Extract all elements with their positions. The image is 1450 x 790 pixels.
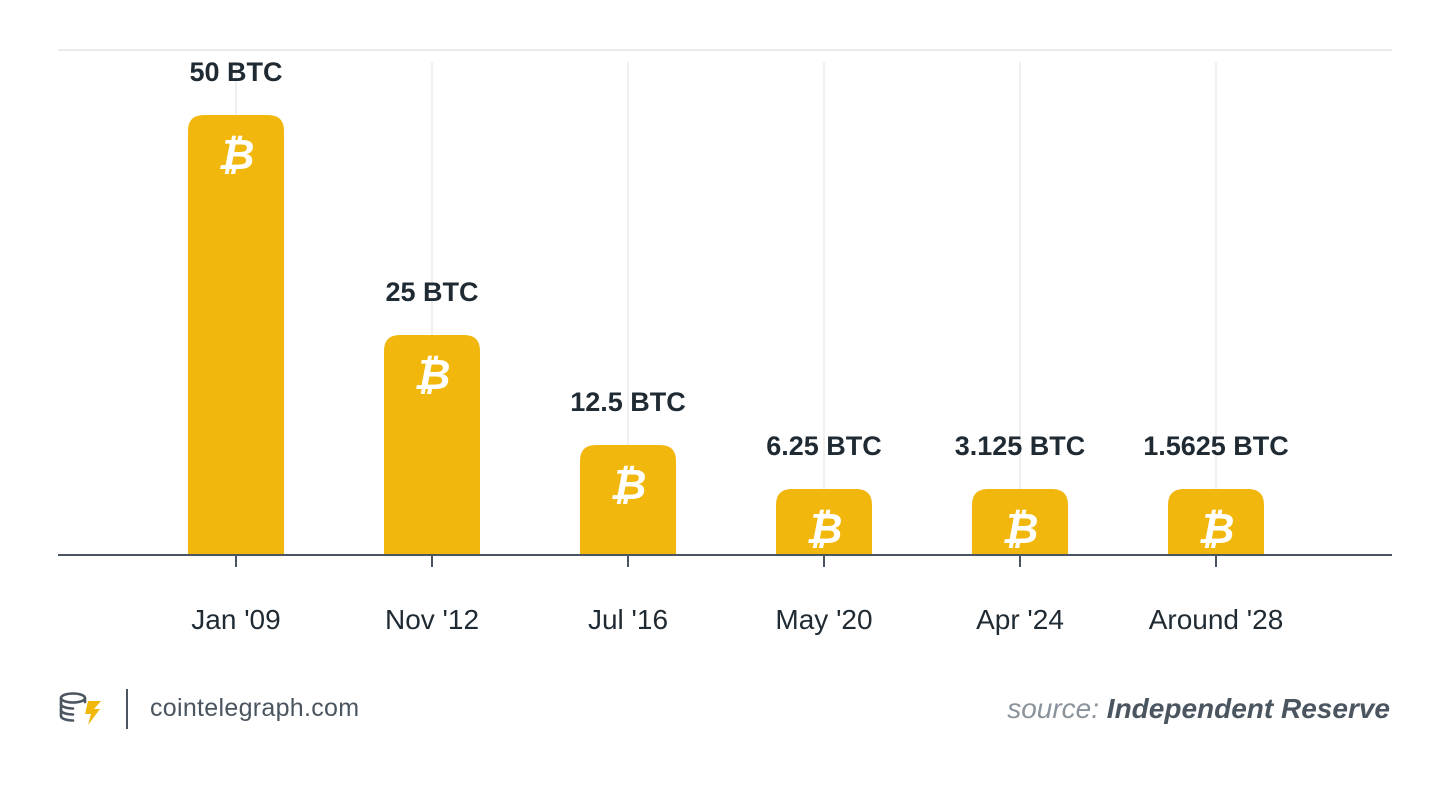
x-tick-label: Jul '16 xyxy=(588,604,668,635)
source-credit: source: Independent Reserve xyxy=(1007,693,1390,725)
site-link[interactable]: cointelegraph.com xyxy=(150,694,360,722)
bar xyxy=(188,115,284,555)
bar-chart: ₿ 50 BTC ₿ 25 BTC ₿ 12.5 BTC ₿ 6.25 BTC ₿ 3.125 B… xyxy=(58,49,1392,635)
cointelegraph-logo-icon xyxy=(59,692,101,725)
data-label: 1.5625 BTC xyxy=(1143,431,1289,461)
x-tick-label: Jan '09 xyxy=(191,604,280,635)
bar xyxy=(1168,489,1264,555)
footer-divider xyxy=(126,689,128,729)
data-label: 6.25 BTC xyxy=(766,431,882,461)
bitcoin-icon: ₿ xyxy=(610,460,647,509)
bar xyxy=(580,445,676,555)
source-name: Independent Reserve xyxy=(1106,693,1390,724)
footer: cointelegraph.com source: Independent Re… xyxy=(0,680,1450,740)
bitcoin-icon: ₿ xyxy=(218,130,255,179)
bitcoin-icon: ₿ xyxy=(806,504,843,553)
x-tick-label: Around '28 xyxy=(1149,604,1284,635)
bitcoin-icon: ₿ xyxy=(1198,504,1235,553)
data-label: 50 BTC xyxy=(189,57,282,87)
data-label: 3.125 BTC xyxy=(955,431,1086,461)
x-tick-label: Nov '12 xyxy=(385,604,479,635)
data-label: 25 BTC xyxy=(385,277,478,307)
bitcoin-icon: ₿ xyxy=(414,350,451,399)
x-tick-label: May '20 xyxy=(775,604,872,635)
x-tick-label: Apr '24 xyxy=(976,604,1064,635)
data-label: 12.5 BTC xyxy=(570,387,686,417)
source-prefix: source: xyxy=(1007,693,1100,724)
bar xyxy=(776,489,872,555)
bitcoin-icon: ₿ xyxy=(1002,504,1039,553)
bar xyxy=(384,335,480,555)
bar xyxy=(972,489,1068,555)
